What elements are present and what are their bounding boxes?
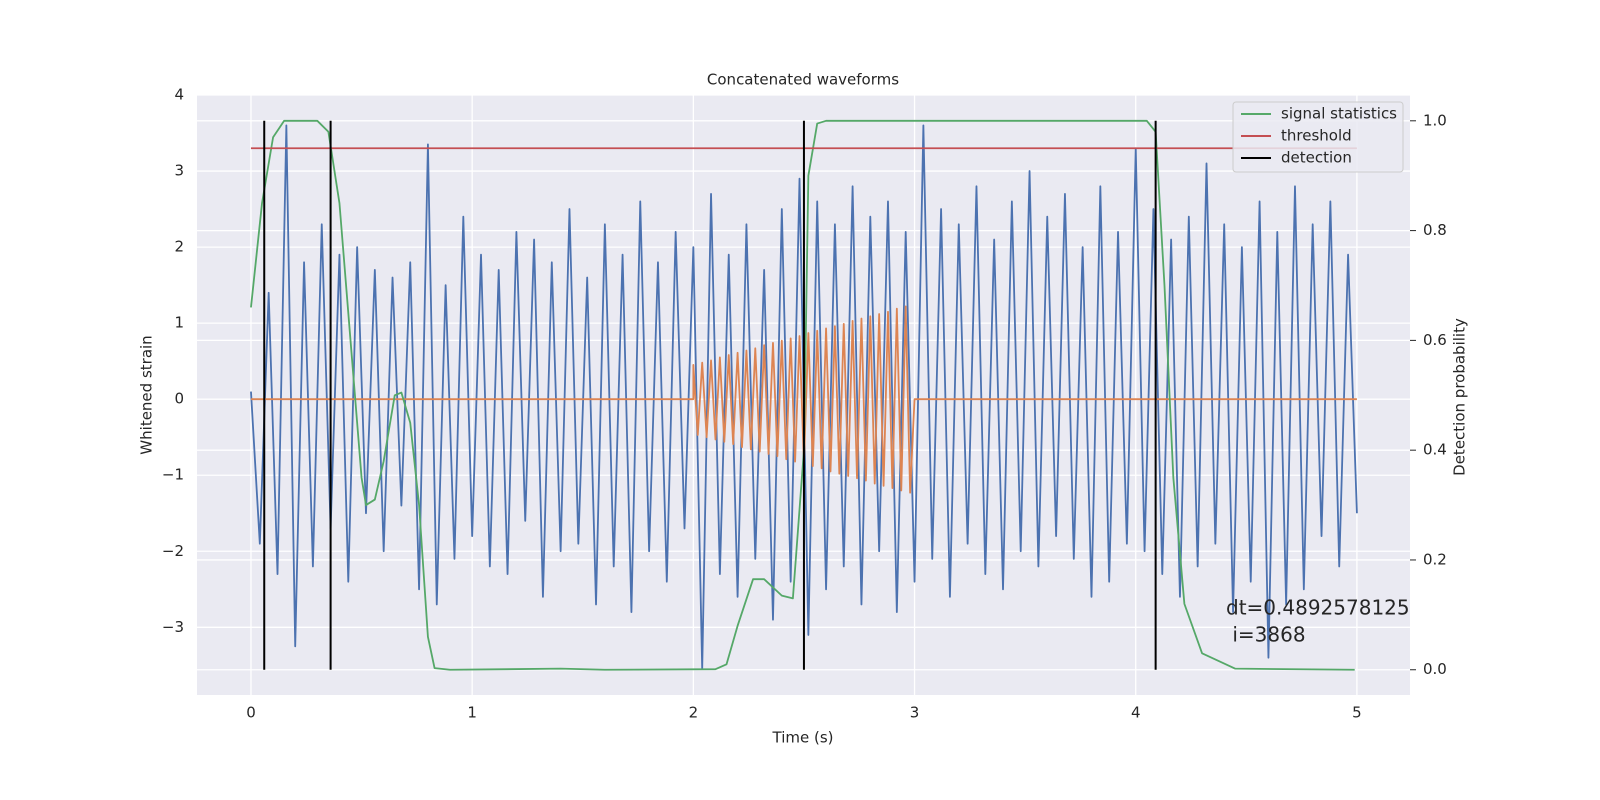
x-axis-label: Time (s)	[772, 729, 834, 747]
legend-box	[1232, 101, 1404, 173]
y-tick-label: 3	[174, 162, 184, 180]
annotation: dt=0.4892578125	[1226, 596, 1410, 620]
y2-axis-label: Detection probability	[1451, 318, 1469, 476]
x-tick-label: 3	[910, 704, 920, 722]
y2-tick-label: 0.4	[1423, 441, 1447, 459]
chart-title: Concatenated waveforms	[707, 71, 899, 89]
y2-tick-label: 1.0	[1423, 111, 1447, 129]
y-tick-label: 2	[174, 238, 184, 256]
y2-tick-label: 0.2	[1423, 550, 1447, 568]
x-tick-label: 2	[689, 704, 699, 722]
series-line	[250, 305, 1357, 494]
y-tick-label: −1	[162, 466, 184, 484]
legend-label: signal statistics	[1281, 105, 1397, 123]
y2-tick-label: 0.6	[1423, 331, 1447, 349]
y-tick-label: 0	[174, 390, 184, 408]
x-tick-label: 4	[1131, 704, 1141, 722]
y2-tick-label: 0.0	[1423, 660, 1447, 678]
y-axis-label: Whitened strain	[138, 335, 156, 454]
y-tick-label: 4	[174, 86, 184, 104]
x-tick-label: 1	[467, 704, 477, 722]
y-tick-label: −3	[162, 618, 184, 636]
legend-label: detection	[1281, 149, 1352, 167]
legend-label: threshold	[1281, 127, 1352, 145]
y-tick-label: −2	[162, 542, 184, 560]
x-tick-label: 5	[1352, 704, 1362, 722]
series-line	[250, 119, 1355, 671]
x-tick-label: 0	[246, 704, 256, 722]
y-tick-label: 1	[174, 314, 184, 332]
y2-tick-label: 0.8	[1423, 221, 1447, 239]
annotation: i=3868	[1226, 623, 1306, 647]
